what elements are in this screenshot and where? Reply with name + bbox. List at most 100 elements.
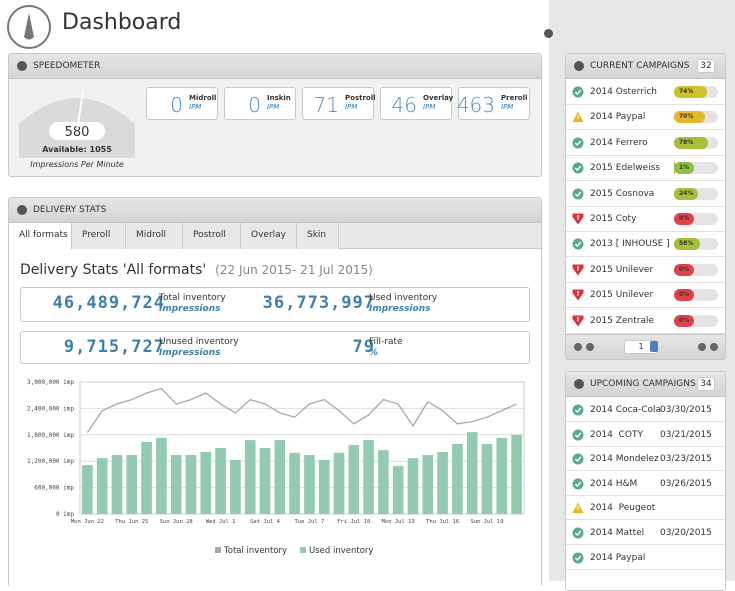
- campaign-row[interactable]: 2014 Mattel03/20/2015: [566, 521, 725, 545]
- campaign-row[interactable]: 2014 Ferrero78%: [566, 131, 725, 156]
- bar: [348, 445, 359, 514]
- tab[interactable]: Midroll: [126, 223, 183, 249]
- y-tick-label: 2,400,000 imp: [27, 405, 74, 412]
- campaign-row[interactable]: 2015 Edelweiss1%: [566, 156, 725, 181]
- campaign-row[interactable]: 2013 [ INHOUSE ] 58%: [566, 232, 725, 257]
- x-tick-label: Tue Jul 7: [294, 519, 324, 525]
- x-tick-label: Thu Jun 25: [115, 519, 148, 525]
- metric-name: Fill-rate: [369, 337, 403, 347]
- campaign-row[interactable]: 2014 COTY03/21/2015: [566, 423, 725, 447]
- campaign-row[interactable]: 2014 Coca-Cola03/30/2015: [566, 398, 725, 422]
- status-icon: [572, 404, 584, 416]
- bar: [467, 432, 478, 514]
- legend-swatch: [300, 547, 306, 553]
- campaign-row[interactable]: 2014 H&M03/26/2015: [566, 472, 725, 496]
- last-page[interactable]: [710, 343, 718, 351]
- campaign-row[interactable]: 2015 Coty0%: [566, 207, 725, 232]
- status-icon: [572, 264, 584, 276]
- campaign-row[interactable]: 2014 Peugeot: [566, 496, 725, 520]
- next-page[interactable]: [698, 343, 706, 351]
- campaign-row[interactable]: 2015 Unilever0%: [566, 283, 725, 308]
- first-page[interactable]: [574, 343, 582, 351]
- bar: [112, 455, 123, 514]
- bar: [156, 438, 167, 514]
- y-tick-label: 600,000 imp: [34, 485, 74, 492]
- metric-value: 9,715,727: [64, 337, 165, 357]
- campaign-row[interactable]: 2015 Cosnova24%: [566, 182, 725, 207]
- page-title: Dashboard: [62, 10, 181, 35]
- campaign-row[interactable]: 2014 Paypal70%: [566, 105, 725, 130]
- upcoming-campaigns-panel: UPCOMING CAMPAIGNS 34 2014 Coca-Cola03/3…: [565, 371, 726, 591]
- bar: [245, 440, 256, 514]
- campaign-name: 2015 Unilever: [590, 290, 653, 300]
- tab[interactable]: Skin: [297, 223, 339, 249]
- progress-label: 1%: [674, 162, 694, 174]
- status-icon: [572, 213, 584, 225]
- bar: [97, 458, 108, 514]
- progress-label: 0%: [674, 315, 694, 327]
- bar: [141, 442, 152, 514]
- progress-track: 74%: [674, 86, 718, 98]
- stat-box: 0MidrollIPM: [146, 87, 218, 120]
- bar: [452, 444, 463, 514]
- stat-name: Overlay: [423, 94, 453, 102]
- panel-title: UPCOMING CAMPAIGNS: [590, 379, 696, 389]
- bar: [186, 455, 197, 514]
- bar: [319, 460, 330, 514]
- date-range: (22 Jun 2015- 21 Jul 2015): [215, 263, 373, 277]
- campaign-count: 32: [697, 59, 715, 73]
- stat-name: Inskin: [267, 94, 291, 102]
- campaign-name: 2014 Osterrich: [590, 87, 657, 97]
- tab[interactable]: Postroll: [183, 223, 241, 249]
- pager: 1: [566, 334, 725, 359]
- current-campaigns-panel: CURRENT CAMPAIGNS 32 1 2014 Osterrich74%…: [565, 53, 726, 360]
- status-icon: [572, 162, 584, 174]
- campaign-row[interactable]: 2014 Paypal: [566, 546, 725, 570]
- campaign-row[interactable]: 2015 Unilever0%: [566, 258, 725, 283]
- campaign-name: 2015 Zentrale: [590, 316, 654, 326]
- campaign-name: 2014 H&M: [590, 479, 637, 489]
- panel-header: UPCOMING CAMPAIGNS 34: [566, 372, 725, 397]
- progress-label: 58%: [674, 238, 698, 250]
- metric-unit: Impressions: [159, 304, 220, 314]
- progress-track: 0%: [674, 264, 718, 276]
- status-icon: [572, 429, 584, 441]
- campaign-name: 2014 COTY: [590, 430, 643, 440]
- delivery-heading: Delivery Stats 'All formats' (22 Jun 201…: [20, 262, 373, 278]
- bar: [82, 465, 93, 514]
- progress-label: 24%: [674, 188, 698, 200]
- bar: [260, 448, 271, 514]
- campaign-row[interactable]: 2015 Zentrale 0%: [566, 309, 725, 334]
- page-spinner[interactable]: [650, 341, 658, 352]
- campaign-name: 2013 [ INHOUSE ]: [590, 239, 670, 249]
- metric-value: 36,773,997: [263, 293, 375, 313]
- bar: [171, 455, 182, 514]
- tab[interactable]: Overlay: [241, 223, 297, 249]
- tab[interactable]: All formats: [9, 223, 72, 249]
- bar: [126, 455, 137, 514]
- stat-name: Preroll: [501, 94, 527, 102]
- bar: [496, 438, 507, 514]
- collapse-button[interactable]: [544, 29, 553, 38]
- bar: [289, 453, 300, 514]
- progress-track: 0%: [674, 213, 718, 225]
- progress-label: 78%: [674, 137, 698, 149]
- prev-page[interactable]: [586, 343, 594, 351]
- campaign-date: 03/30/2015: [660, 405, 712, 415]
- x-tick-label: Sun Jul 19: [470, 519, 503, 525]
- panel-title: SPEEDOMETER: [33, 61, 100, 71]
- bar: [230, 460, 241, 514]
- campaign-row[interactable]: 2014 Mondelez03/23/2015: [566, 447, 725, 471]
- stat-unit: IPM: [189, 103, 201, 111]
- status-icon: [572, 188, 584, 200]
- tab[interactable]: Preroll: [72, 223, 126, 249]
- x-tick-label: Mon Jul 13: [382, 519, 415, 525]
- metric-name: Used inventory: [369, 293, 437, 303]
- heading-text: Delivery Stats 'All formats': [20, 262, 206, 278]
- x-tick-label: Wed Jul 1: [206, 519, 236, 525]
- stat-unit: IPM: [267, 103, 279, 111]
- x-tick-label: Fri Jul 10: [337, 519, 370, 525]
- bar: [200, 452, 211, 514]
- bar: [378, 450, 389, 514]
- campaign-row[interactable]: 2014 Osterrich 74%: [566, 80, 725, 105]
